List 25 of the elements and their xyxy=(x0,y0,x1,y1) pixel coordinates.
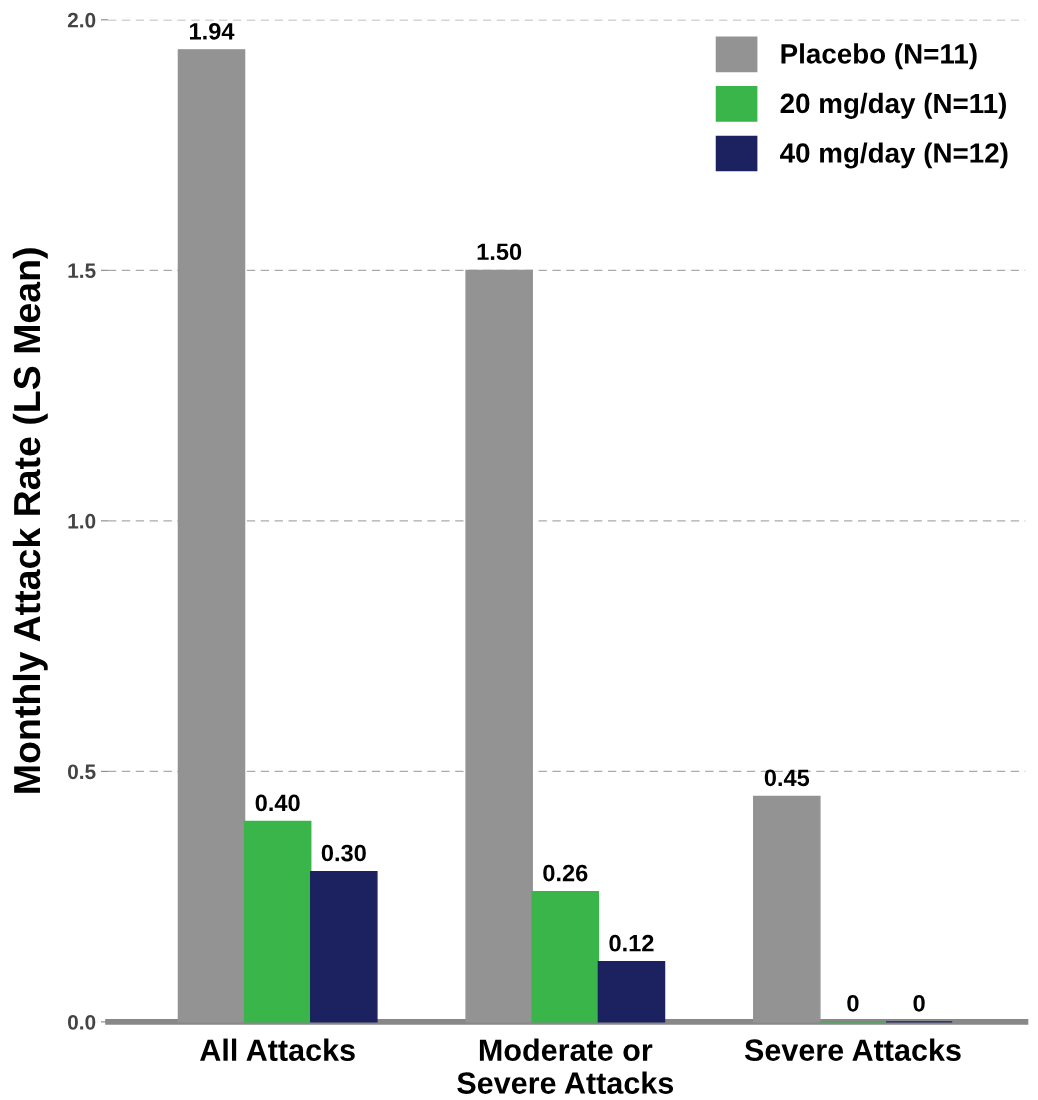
data-label: 0 xyxy=(847,994,859,1012)
legend-label: 20 mg/day (N=11) xyxy=(780,92,1006,119)
x-tick-label: Moderate or Severe Attacks xyxy=(457,1038,674,1094)
bar xyxy=(531,890,600,1023)
y-tick-label: 1.0 xyxy=(68,513,96,529)
x-tick-label: All Attacks xyxy=(200,1038,355,1062)
y-tick-label: 0.5 xyxy=(68,764,96,780)
bar xyxy=(597,961,666,1023)
y-tick-label: 0.0 xyxy=(68,1014,96,1030)
bar xyxy=(243,820,312,1023)
y-tick-label: 2.0 xyxy=(67,12,96,28)
data-label: 0.45 xyxy=(764,769,810,787)
legend-label: Placebo (N=11) xyxy=(781,43,977,70)
data-label: 0.40 xyxy=(255,794,300,812)
data-label: 0 xyxy=(913,994,925,1012)
bar xyxy=(310,870,378,1023)
data-label: 0.12 xyxy=(609,934,654,952)
y-axis-title: Monthly Attack Rate (LS Mean) xyxy=(12,248,48,793)
y-tick-label: 1.5 xyxy=(68,263,96,279)
data-label: 0.30 xyxy=(321,844,366,862)
data-label: 1.50 xyxy=(477,243,522,261)
data-label: 0.26 xyxy=(543,864,588,882)
data-label: 1.94 xyxy=(190,22,235,40)
legend-label: 40 mg/day (N=12) xyxy=(780,142,1008,169)
x-tick-label: Severe Attacks xyxy=(744,1038,961,1062)
